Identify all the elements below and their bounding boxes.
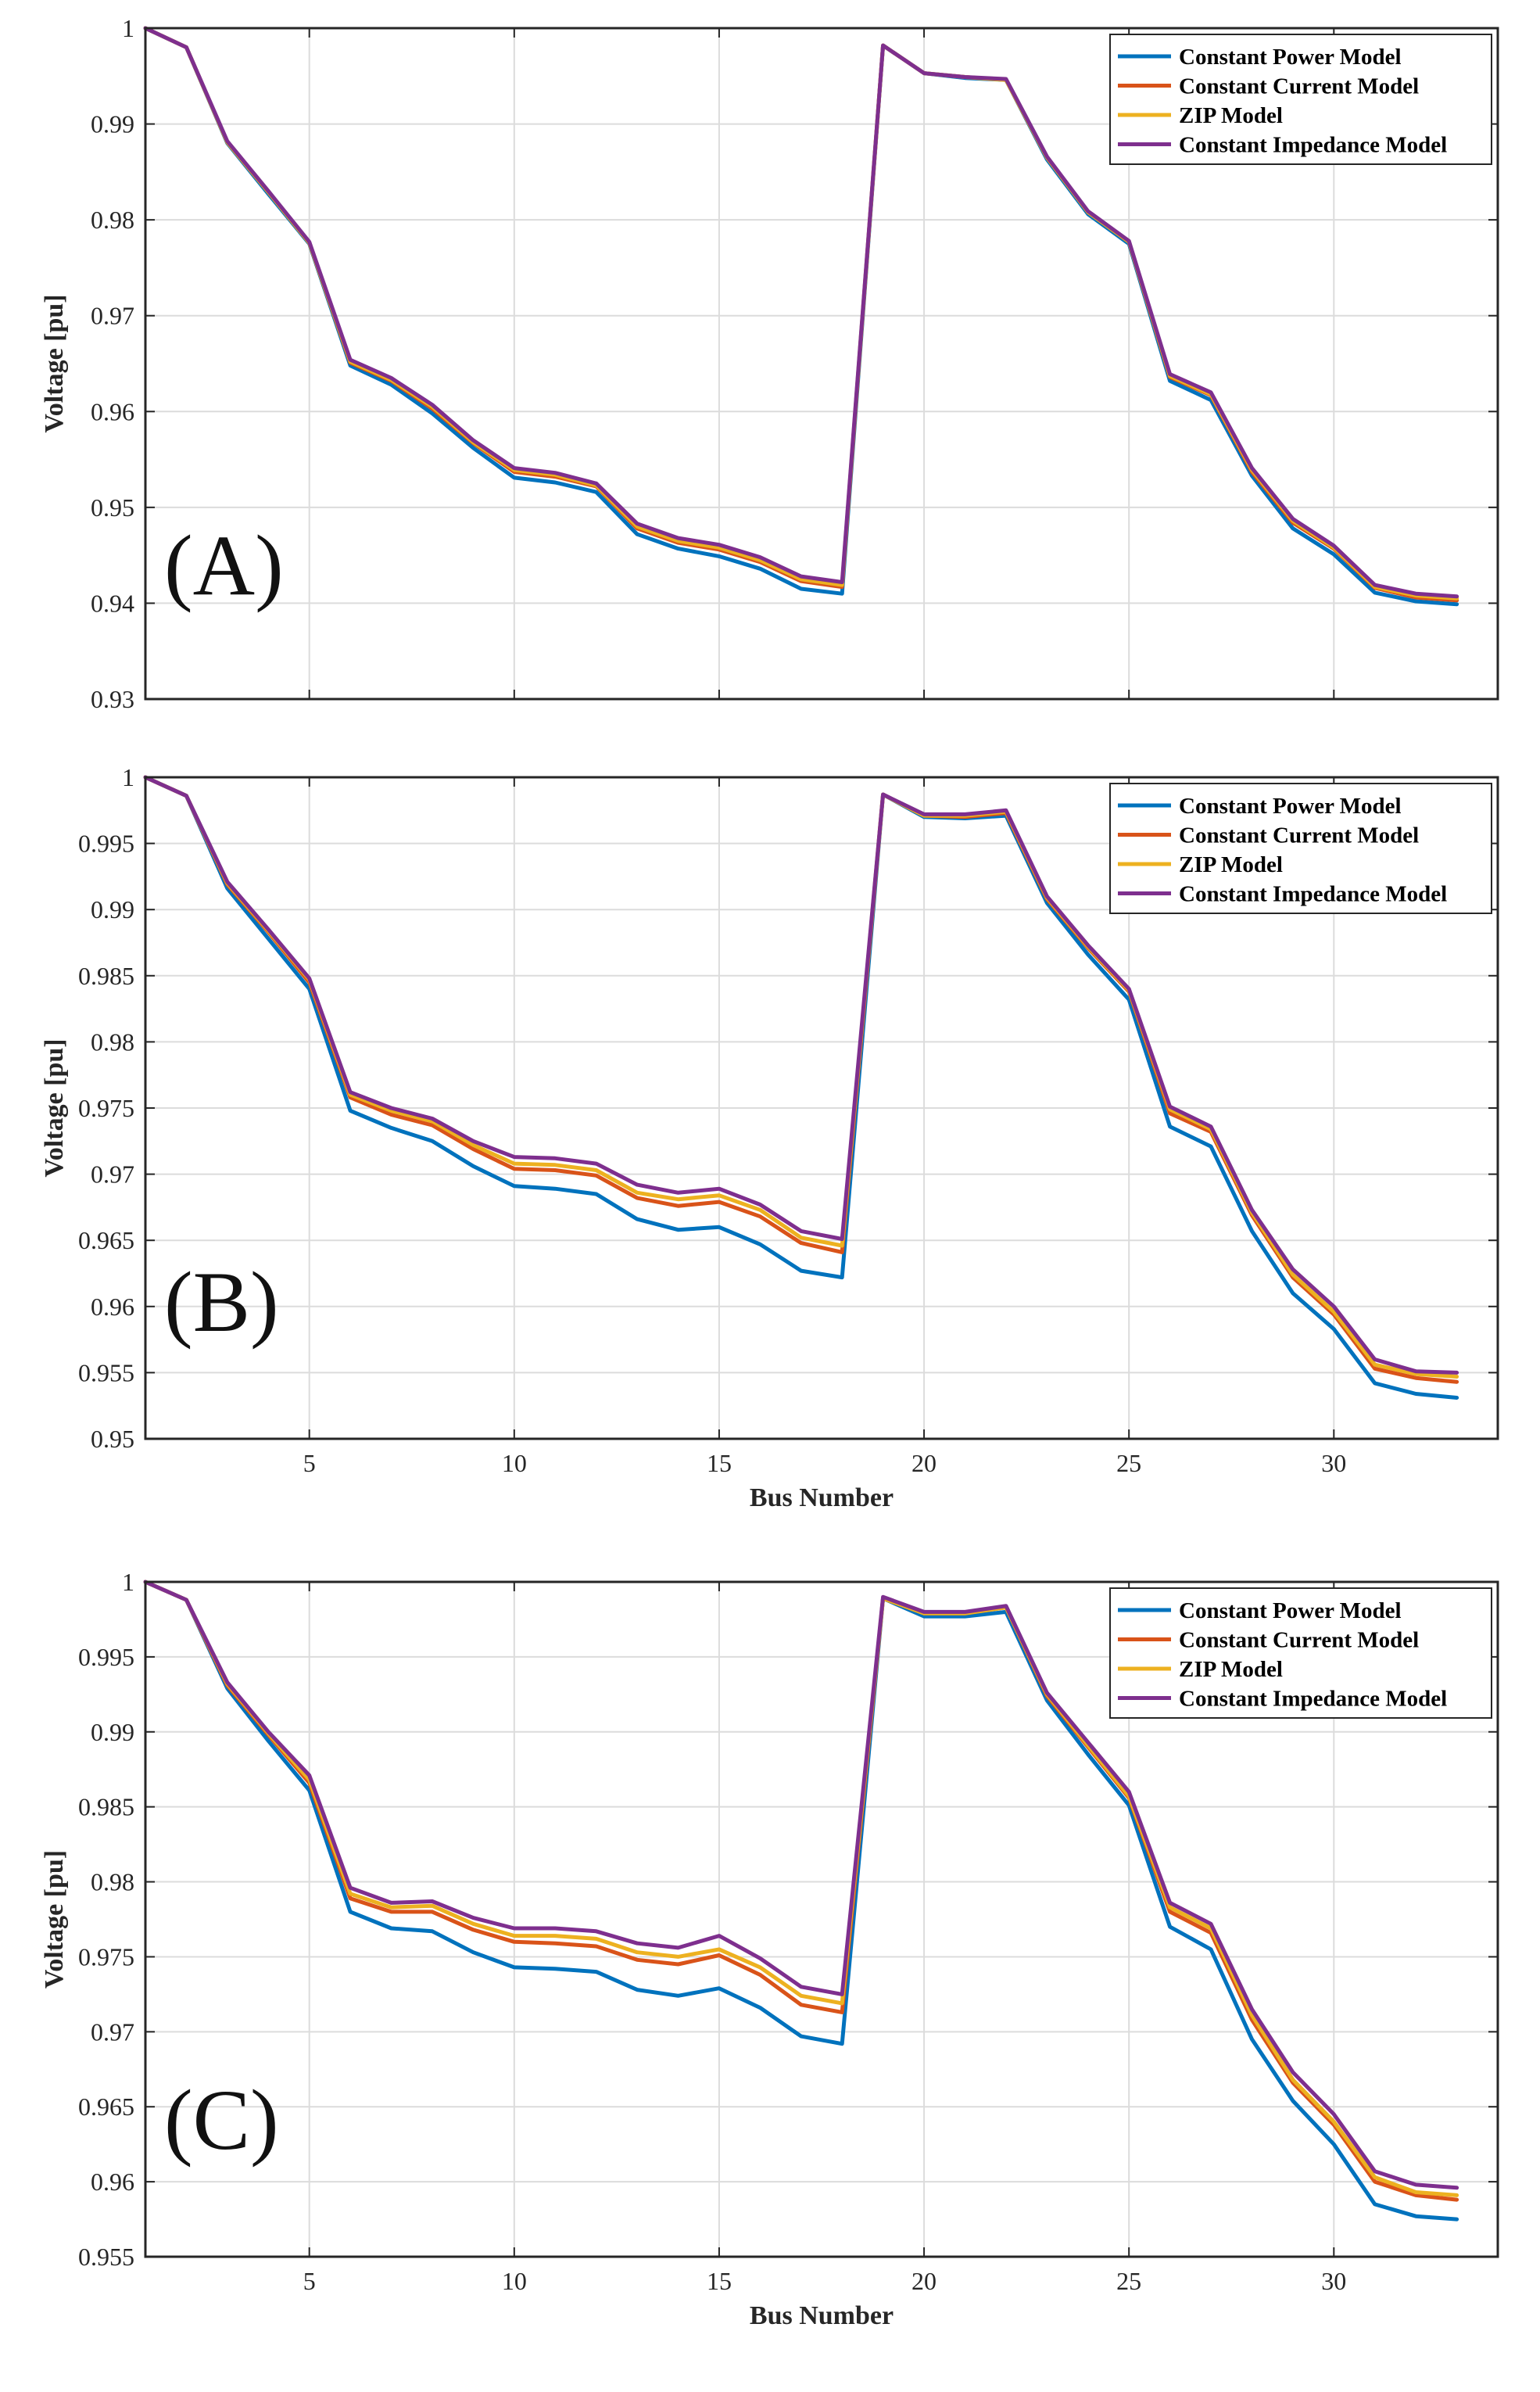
panel-c-legend-box [1109, 1587, 1492, 1719]
panel-c-y-tick-label: 0.97 [91, 2017, 134, 2046]
panel-b-series-constant-power-model [143, 775, 1459, 1400]
panel-b-y-tick-label: 0.95 [91, 1425, 134, 1453]
panel-a-y-tick-label: 0.97 [91, 302, 134, 330]
panel-b-legend-box [1109, 783, 1492, 914]
panel-b-legend-label-constant-current-model: Constant Current Model [1179, 823, 1419, 848]
panel-b-x-tick-label: 25 [1116, 1449, 1141, 1477]
panel-b-plot [143, 775, 1459, 1400]
panel-a-y-tick-label: 0.93 [91, 685, 134, 713]
panel-c-y-tick-label: 1 [122, 1568, 134, 1596]
panel-a-legend-label-constant-impedance-model: Constant Impedance Model [1179, 133, 1447, 158]
panel-c-x-tick-label: 15 [707, 2267, 732, 2295]
panel-c-y-tick-label: 0.98 [91, 1868, 134, 1896]
panel-b-y-tick-label: 0.975 [78, 1094, 134, 1122]
panel-c-y-tick-label: 0.965 [78, 2093, 134, 2121]
panel-c-legend-label-zip-model: ZIP Model [1179, 1657, 1283, 1682]
panel-c-plot [143, 1580, 1459, 2222]
panel-b-x-tick-label: 5 [303, 1449, 316, 1477]
panel-b-y-tick-label: 0.985 [78, 962, 134, 990]
panel-b-x-ticks: 5 10 15 20 25 30 [303, 777, 1346, 1477]
panel-a-y-tick-label: 0.94 [91, 589, 134, 617]
panel-a-legend: Constant Power Model Constant Current Mod… [1109, 34, 1492, 165]
panel-b-y-axis-label: Voltage [pu] [40, 1038, 69, 1177]
panel-b-label: (B) [164, 1254, 279, 1350]
panel-c: 0.955 0.96 0.965 0.97 0.975 0.98 0.985 0.99 0.99… [40, 1568, 1499, 2330]
panel-b-series-constant-impedance-model [143, 775, 1459, 1375]
panel-a-y-ticks: 0.93 0.94 0.95 0.96 0.97 0.98 0.99 1 [91, 14, 1498, 713]
panel-b: 0.95 0.955 0.96 0.965 0.97 0.975 0.98 0.985 0.99… [40, 763, 1499, 1512]
panel-c-y-ticks: 0.955 0.96 0.965 0.97 0.975 0.98 0.985 0.99 0.99… [78, 1568, 1498, 2271]
panel-c-x-tick-label: 20 [911, 2267, 937, 2295]
panel-b-y-tick-label: 0.995 [78, 830, 134, 858]
panel-a: 0.93 0.94 0.95 0.96 0.97 0.98 0.99 1 Voltage [p… [40, 14, 1499, 713]
panel-b-y-tick-label: 0.965 [78, 1226, 134, 1254]
panel-a-series-constant-power-model [143, 26, 1459, 607]
panel-c-series-constant-impedance-model [143, 1580, 1459, 2190]
panel-a-x-ticks [308, 28, 1335, 699]
panel-a-series-constant-impedance-model [143, 26, 1459, 599]
panel-b-x-tick-label: 30 [1321, 1449, 1346, 1477]
panel-b-y-tick-label: 0.96 [91, 1293, 134, 1321]
panel-b-y-tick-label: 0.955 [78, 1358, 134, 1386]
panel-c-axes-frame [144, 1580, 1499, 2258]
panel-c-series-zip-model [143, 1580, 1459, 2197]
panel-c-y-tick-label: 0.975 [78, 1942, 134, 1971]
panel-b-legend-label-constant-power-model: Constant Power Model [1179, 794, 1402, 819]
panel-c-y-tick-label: 0.955 [78, 2243, 134, 2271]
panel-b-y-tick-label: 0.97 [91, 1160, 134, 1189]
panel-c-series-constant-power-model [143, 1580, 1459, 2222]
panel-a-y-tick-label: 0.95 [91, 493, 134, 522]
panel-b-x-tick-label: 10 [502, 1449, 527, 1477]
panel-c-x-tick-label: 5 [303, 2267, 316, 2295]
panel-b-y-tick-label: 0.99 [91, 895, 134, 923]
panel-b-y-ticks: 0.95 0.955 0.96 0.965 0.97 0.975 0.98 0.985 0.99… [78, 763, 1498, 1453]
panel-a-y-tick-label: 0.96 [91, 397, 134, 425]
panel-a-y-tick-label: 0.99 [91, 110, 134, 138]
panel-b-legend-label-constant-impedance-model: Constant Impedance Model [1179, 882, 1447, 907]
panel-a-y-tick-label: 0.98 [91, 206, 134, 234]
panel-c-y-tick-label: 0.96 [91, 2168, 134, 2196]
panel-c-y-axis-label: Voltage [pu] [40, 1850, 69, 1989]
panel-c-label: (C) [164, 2072, 279, 2168]
panel-c-y-tick-label: 0.985 [78, 1793, 134, 1821]
panel-b-x-tick-label: 20 [911, 1449, 937, 1477]
panel-c-legend-label-constant-power-model: Constant Power Model [1179, 1598, 1402, 1623]
panel-c-y-tick-label: 0.99 [91, 1718, 134, 1746]
panel-a-legend-label-constant-current-model: Constant Current Model [1179, 74, 1419, 99]
panel-a-legend-label-zip-model: ZIP Model [1179, 103, 1283, 128]
panel-c-legend-label-constant-impedance-model: Constant Impedance Model [1179, 1687, 1447, 1712]
panel-c-x-tick-label: 30 [1321, 2267, 1346, 2295]
panel-c-x-tick-label: 10 [502, 2267, 527, 2295]
panel-c-x-axis-label: Bus Number [750, 2301, 894, 2330]
panel-c-x-tick-label: 25 [1116, 2267, 1141, 2295]
panel-c-y-tick-label: 0.995 [78, 1643, 134, 1671]
panel-a-legend-box [1109, 34, 1492, 165]
panel-b-legend-label-zip-model: ZIP Model [1179, 852, 1283, 877]
panel-c-x-ticks: 5 10 15 20 25 30 [303, 1582, 1346, 2295]
panel-a-y-axis-label: Voltage [pu] [40, 294, 69, 432]
panel-c-legend: Constant Power Model Constant Current Mod… [1109, 1587, 1492, 1719]
panel-c-legend-label-constant-current-model: Constant Current Model [1179, 1628, 1419, 1653]
panel-b-x-axis-label: Bus Number [750, 1483, 894, 1512]
panel-a-legend-label-constant-power-model: Constant Power Model [1179, 45, 1402, 70]
panel-b-y-tick-label: 0.98 [91, 1027, 134, 1056]
panel-a-plot [143, 26, 1459, 607]
panel-b-x-tick-label: 15 [707, 1449, 732, 1477]
panel-b-y-tick-label: 1 [122, 763, 134, 791]
panel-a-axes-frame [144, 27, 1499, 701]
panel-a-y-tick-label: 1 [122, 14, 134, 42]
panel-b-legend: Constant Power Model Constant Current Mod… [1109, 783, 1492, 914]
panel-a-label: (A) [164, 518, 284, 613]
